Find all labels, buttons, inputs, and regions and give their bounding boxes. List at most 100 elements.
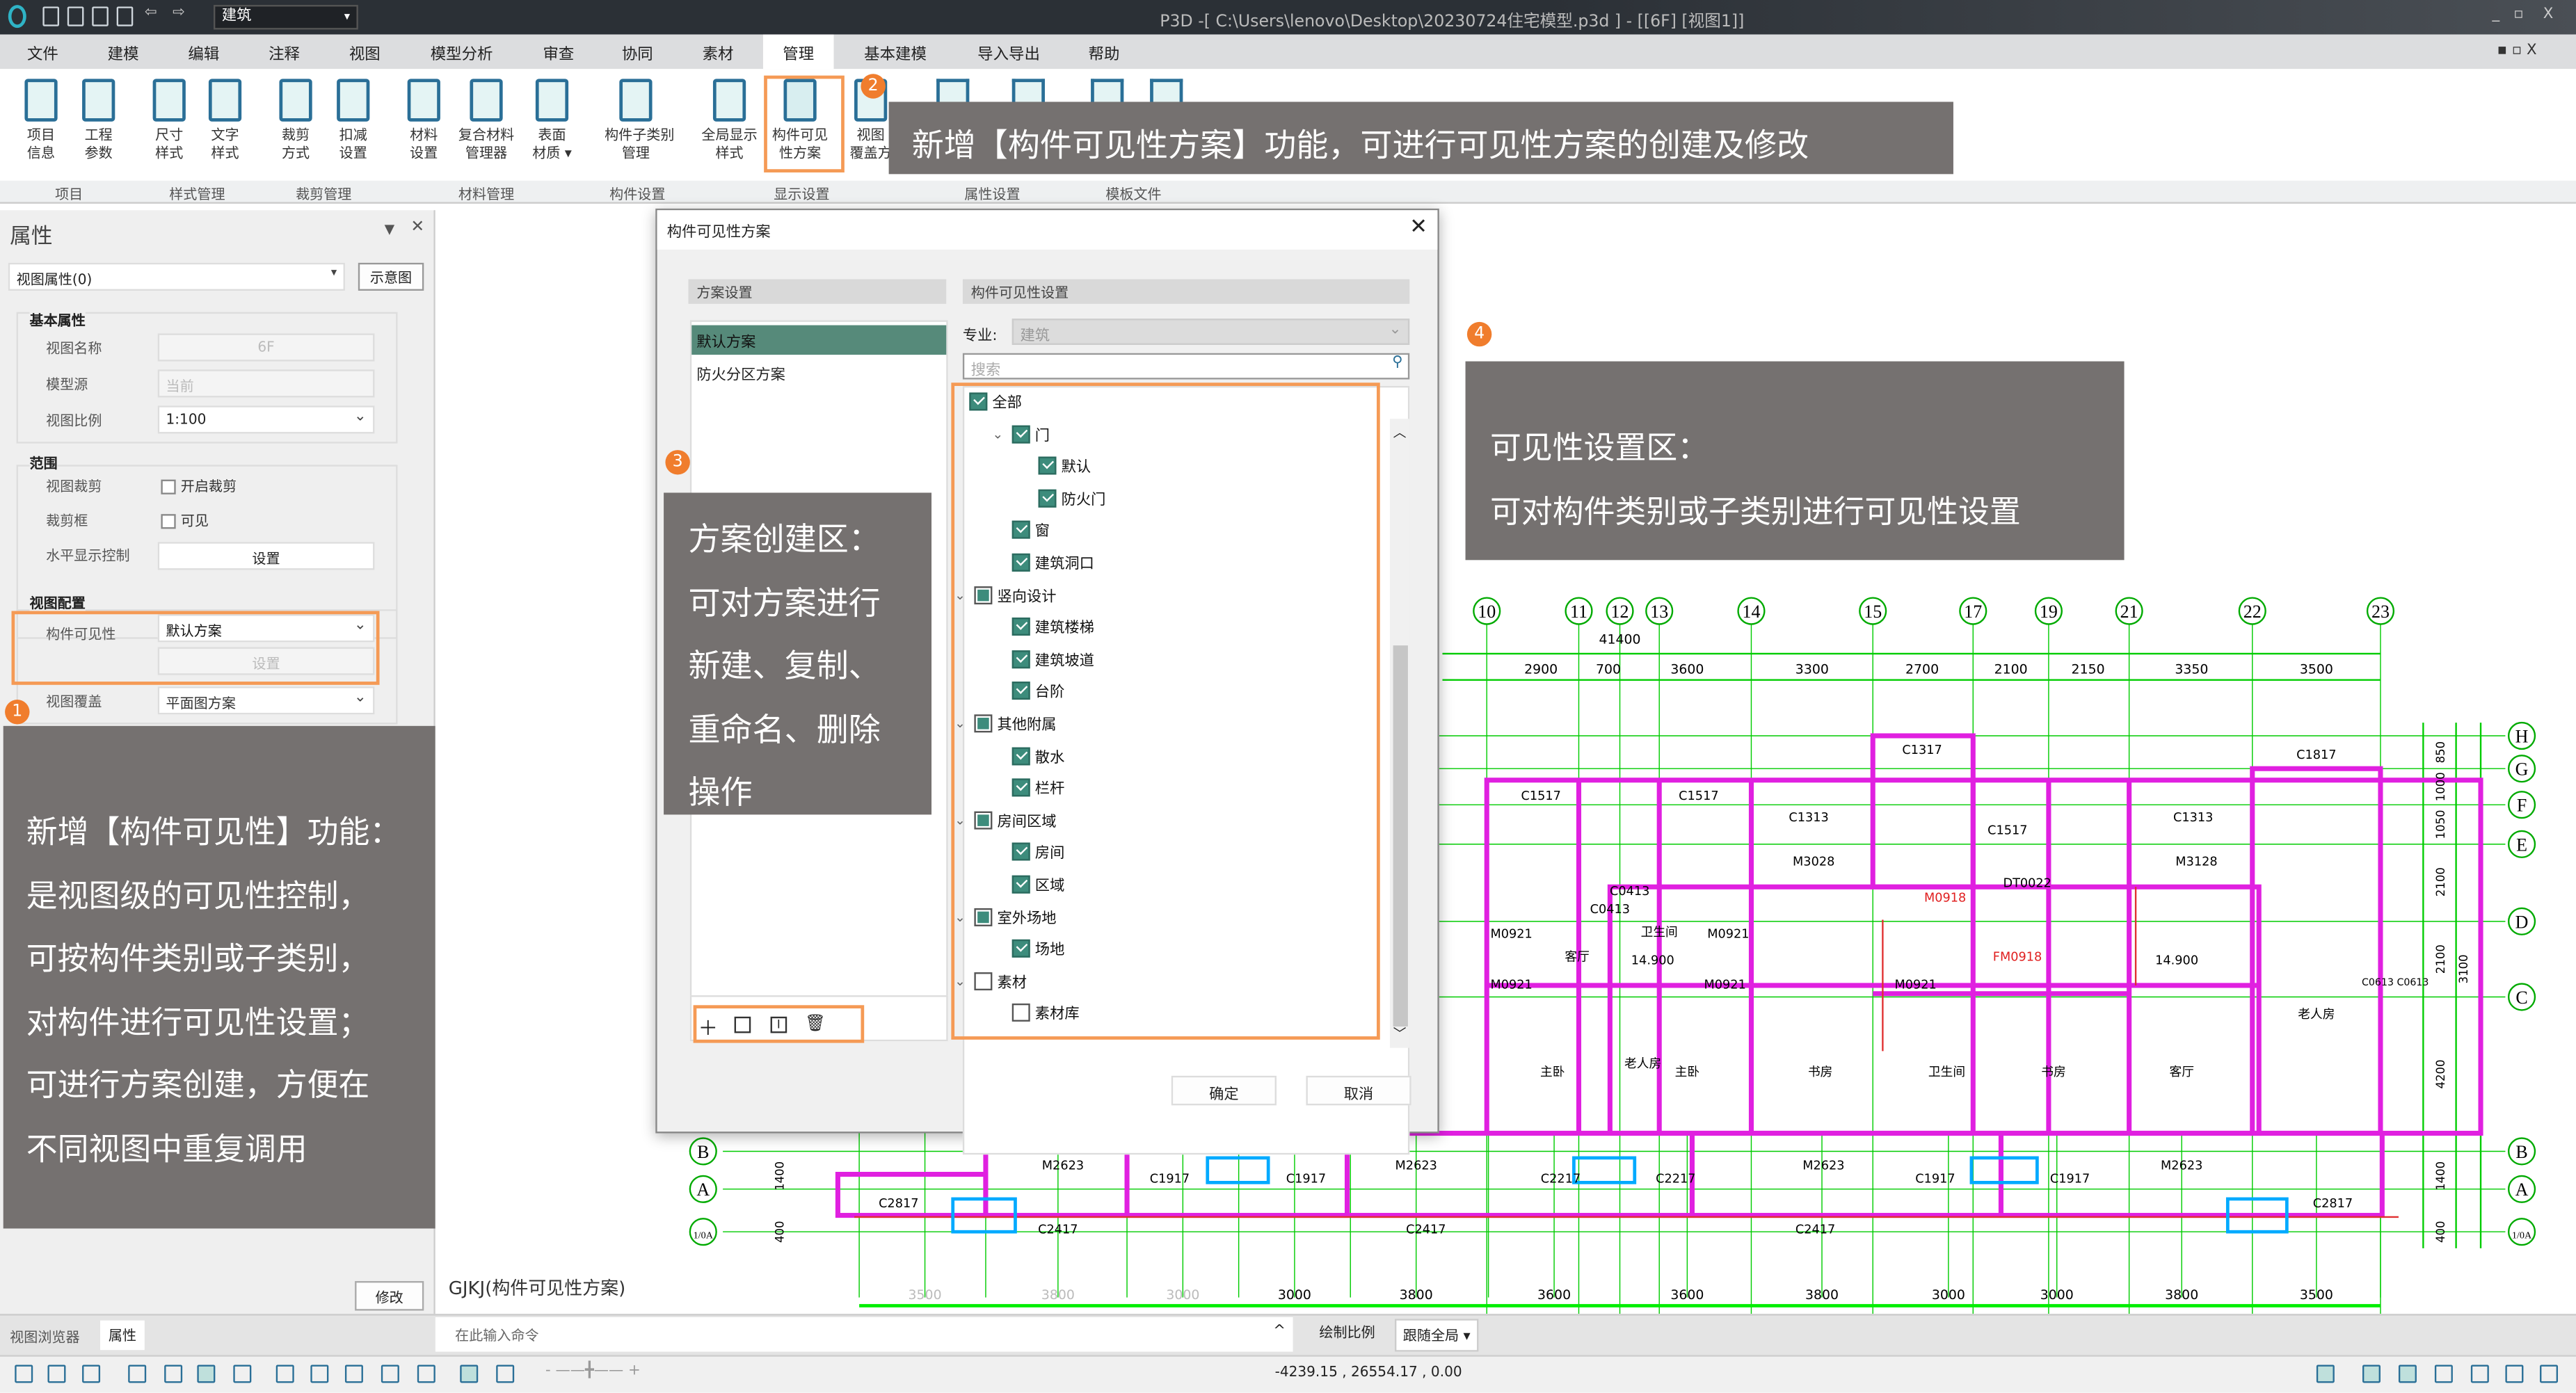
expand-chevron-icon[interactable]: ⌄ bbox=[992, 426, 1004, 442]
tab-view-browser[interactable]: 视图浏览器 bbox=[10, 1330, 80, 1347]
status-tool-icon[interactable] bbox=[164, 1364, 183, 1383]
status-tool-icon[interactable] bbox=[417, 1364, 435, 1383]
checkbox[interactable] bbox=[1011, 746, 1030, 765]
tree-item[interactable]: 散水 bbox=[1011, 745, 1064, 766]
menu-1[interactable]: 建模 bbox=[107, 46, 139, 65]
checkbox[interactable] bbox=[974, 714, 993, 733]
undo-icon[interactable]: ⇦ bbox=[144, 5, 157, 22]
scroll-up-icon[interactable]: ︿ bbox=[1393, 425, 1407, 440]
ribbon-button-5[interactable]: 扣减 设置 bbox=[322, 79, 385, 164]
checkbox[interactable] bbox=[969, 392, 988, 411]
menu-12[interactable]: 帮助 bbox=[1088, 46, 1120, 65]
tree-item[interactable]: ⌄ 室外场地 bbox=[954, 906, 1057, 927]
checkbox[interactable] bbox=[1011, 553, 1030, 572]
status-tool-icon[interactable] bbox=[82, 1364, 101, 1383]
override-select[interactable]: 平面图方案 ⌄ bbox=[157, 686, 375, 715]
tree-item[interactable]: 场地 bbox=[1011, 938, 1064, 960]
ribbon-icon[interactable] bbox=[936, 79, 970, 106]
property-selector[interactable]: 视图属性(0) ▾ bbox=[8, 262, 345, 291]
checkbox[interactable] bbox=[1011, 424, 1030, 443]
status-tool-icon[interactable] bbox=[197, 1364, 216, 1383]
tree-item[interactable]: ⌄ 门 bbox=[992, 423, 1050, 444]
doc-window-controls[interactable]: ▪ ▫ X bbox=[2497, 42, 2537, 60]
expand-chevron-icon[interactable]: ⌄ bbox=[954, 973, 966, 989]
tree-item[interactable]: 区域 bbox=[1011, 873, 1064, 895]
status-tool-icon[interactable] bbox=[2398, 1364, 2417, 1383]
status-tool-icon[interactable] bbox=[47, 1364, 66, 1383]
menu-2[interactable]: 编辑 bbox=[188, 46, 220, 65]
diagram-button[interactable]: 示意图 bbox=[358, 262, 424, 291]
checkbox[interactable] bbox=[1011, 1004, 1030, 1022]
checkbox[interactable] bbox=[974, 586, 993, 604]
status-tool-icon[interactable] bbox=[496, 1364, 515, 1383]
checkbox[interactable] bbox=[1011, 618, 1030, 636]
discipline-select[interactable]: 建筑 ⌄ bbox=[1011, 319, 1410, 345]
search-input[interactable]: 搜索 ⚲ bbox=[962, 353, 1410, 380]
scheme-item[interactable]: 防火分区方案 bbox=[696, 367, 785, 385]
tree-item[interactable]: 房间 bbox=[1011, 842, 1064, 863]
tree-item[interactable]: 防火门 bbox=[1038, 488, 1105, 509]
tree-item[interactable]: 建筑楼梯 bbox=[1011, 616, 1094, 638]
status-tool-icon[interactable] bbox=[2470, 1364, 2489, 1383]
open-file-icon[interactable] bbox=[67, 6, 84, 26]
ribbon-button-7[interactable]: 复合材料 管理器 bbox=[455, 79, 518, 164]
scale-select[interactable]: 1:100 ⌄ bbox=[157, 405, 375, 434]
status-tool-icon[interactable] bbox=[2505, 1364, 2524, 1383]
menu-7[interactable]: 协同 bbox=[621, 46, 653, 65]
tree-item[interactable]: 栏杆 bbox=[1011, 777, 1064, 798]
restore-button[interactable]: ▫ bbox=[2513, 6, 2524, 24]
ribbon-button-3[interactable]: 文字 样式 bbox=[194, 79, 257, 164]
checkbox[interactable] bbox=[1011, 875, 1030, 894]
ribbon-button-6[interactable]: 材料 设置 bbox=[392, 79, 455, 164]
scroll-down-icon[interactable]: ﹀ bbox=[1393, 1026, 1407, 1042]
expand-chevron-icon[interactable]: ⌄ bbox=[954, 909, 966, 924]
visibility-settings-button[interactable]: 设置 bbox=[157, 647, 375, 675]
menu-3[interactable]: 注释 bbox=[269, 46, 301, 65]
tree-item[interactable]: 默认 bbox=[1038, 456, 1091, 476]
level-settings-button[interactable]: 设置 bbox=[157, 542, 375, 570]
chevron-up-icon[interactable]: ^ bbox=[1273, 1323, 1286, 1341]
tab-properties[interactable]: 属性 bbox=[100, 1320, 145, 1351]
save-icon[interactable] bbox=[92, 6, 109, 26]
ribbon-icon[interactable] bbox=[1150, 79, 1183, 106]
modify-button[interactable]: 修改 bbox=[355, 1281, 424, 1311]
ribbon-button-10[interactable]: 全局显示 样式 bbox=[698, 79, 761, 164]
panel-menu-icon[interactable]: ▼ bbox=[384, 221, 395, 237]
status-tool-icon[interactable] bbox=[460, 1364, 479, 1383]
menu-9[interactable]: 管理 bbox=[762, 34, 834, 70]
expand-chevron-icon[interactable]: ⌄ bbox=[954, 587, 966, 602]
checkbox[interactable] bbox=[1011, 843, 1030, 862]
ribbon-button-2[interactable]: 尺寸 样式 bbox=[138, 79, 200, 164]
status-tool-icon[interactable] bbox=[2362, 1364, 2381, 1383]
status-tool-icon[interactable] bbox=[381, 1364, 399, 1383]
checkbox[interactable] bbox=[974, 811, 993, 830]
copy-icon[interactable] bbox=[734, 1016, 751, 1033]
new-file-icon[interactable] bbox=[42, 6, 60, 26]
tree-item[interactable]: 建筑坡道 bbox=[1011, 648, 1094, 670]
status-tool-icon[interactable] bbox=[344, 1364, 363, 1383]
save-as-icon[interactable] bbox=[116, 6, 134, 26]
tree-item[interactable]: 建筑洞口 bbox=[1011, 551, 1094, 573]
menu-5[interactable]: 模型分析 bbox=[430, 46, 493, 65]
ribbon-button-4[interactable]: 裁剪 方式 bbox=[264, 79, 327, 164]
scrollbar-thumb[interactable] bbox=[1393, 645, 1408, 1026]
expand-chevron-icon[interactable]: ⌄ bbox=[954, 716, 966, 731]
menu-8[interactable]: 素材 bbox=[702, 46, 734, 65]
status-tool-icon[interactable] bbox=[15, 1364, 33, 1383]
status-tool-icon[interactable] bbox=[2316, 1364, 2335, 1383]
status-tool-icon[interactable] bbox=[310, 1364, 329, 1383]
checkbox[interactable] bbox=[1011, 521, 1030, 540]
status-tool-icon[interactable] bbox=[233, 1364, 252, 1383]
menu-4[interactable]: 视图 bbox=[349, 46, 381, 65]
dialog-close-icon[interactable]: ✕ bbox=[1409, 215, 1428, 240]
checkbox[interactable] bbox=[974, 972, 993, 990]
checkbox[interactable] bbox=[1011, 940, 1030, 958]
ribbon-button-1[interactable]: 工程 参数 bbox=[67, 79, 130, 164]
checkbox[interactable] bbox=[1011, 650, 1030, 668]
status-tool-icon[interactable] bbox=[2540, 1364, 2559, 1383]
tree-scrollbar[interactable] bbox=[1389, 419, 1410, 1048]
visibility-select[interactable]: 默认方案 ⌄ bbox=[157, 614, 375, 643]
ribbon-button-0[interactable]: 项目 信息 bbox=[10, 79, 72, 164]
ribbon-button-9[interactable]: 构件子类别 管理 bbox=[605, 79, 674, 164]
status-tool-icon[interactable] bbox=[128, 1364, 147, 1383]
